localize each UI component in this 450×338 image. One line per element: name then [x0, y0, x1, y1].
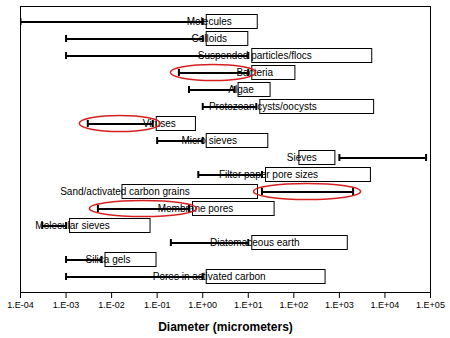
svg-text:1.E-04: 1.E-04 — [7, 300, 34, 310]
svg-text:Sand/activated carbon grains: Sand/activated carbon grains — [60, 186, 190, 197]
svg-text:1.E-03: 1.E-03 — [53, 300, 80, 310]
svg-text:Suspended particles/flocs: Suspended particles/flocs — [198, 50, 312, 61]
svg-text:1.E+00: 1.E+00 — [188, 300, 217, 310]
svg-text:1.E+03: 1.E+03 — [325, 300, 354, 310]
svg-text:Molecular sieves: Molecular sieves — [35, 220, 109, 231]
svg-text:Diameter (micrometers): Diameter (micrometers) — [158, 320, 293, 334]
svg-text:1.E+05: 1.E+05 — [416, 300, 445, 310]
svg-text:Silica gels: Silica gels — [85, 254, 130, 265]
svg-text:Diatomaceous earth: Diatomaceous earth — [210, 237, 300, 248]
svg-text:Molecules: Molecules — [187, 16, 232, 27]
svg-text:Filter paper pore sizes: Filter paper pore sizes — [219, 169, 318, 180]
svg-text:Bacteria: Bacteria — [236, 67, 273, 78]
svg-text:1.E+02: 1.E+02 — [279, 300, 308, 310]
svg-text:Membrane pores: Membrane pores — [158, 203, 234, 214]
svg-text:1.E-01: 1.E-01 — [144, 300, 171, 310]
svg-text:1.E-02: 1.E-02 — [98, 300, 125, 310]
svg-text:Sieves: Sieves — [287, 152, 317, 163]
svg-text:Colloids: Colloids — [191, 33, 227, 44]
svg-text:1.E+04: 1.E+04 — [371, 300, 400, 310]
svg-text:Viruses: Viruses — [143, 118, 176, 129]
svg-text:Protozoan cysts/oocysts: Protozoan cysts/oocysts — [209, 101, 317, 112]
svg-text:1.E+01: 1.E+01 — [234, 300, 263, 310]
svg-text:Algae: Algae — [228, 84, 254, 95]
svg-text:Micro sieves: Micro sieves — [181, 135, 237, 146]
svg-text:Pores in activated carbon: Pores in activated carbon — [153, 271, 266, 282]
